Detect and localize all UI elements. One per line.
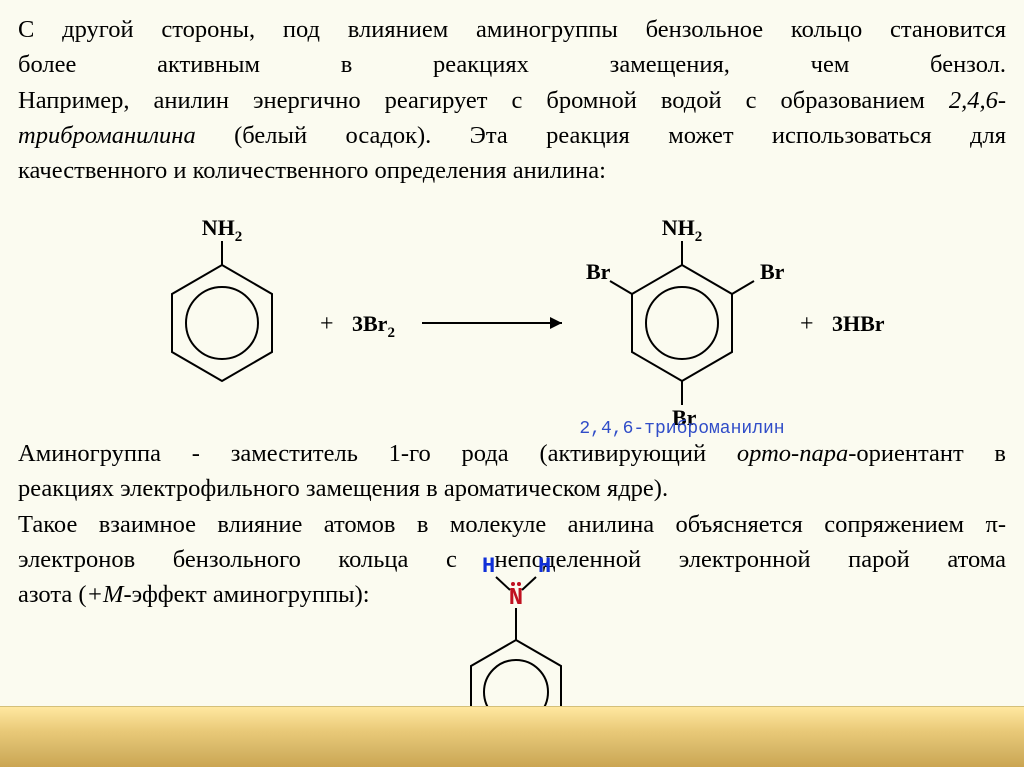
- h-left: H: [482, 554, 495, 579]
- n-atom: N: [509, 585, 523, 612]
- w3: в: [341, 51, 353, 78]
- svg-text:NH2: NH2: [202, 215, 243, 245]
- product-label: 2,4,6-триброманилин: [579, 418, 784, 439]
- para1-line5: качественного и количественного определе…: [18, 155, 1006, 186]
- w7: бензол.: [930, 51, 1006, 78]
- nh2-right: NH: [662, 215, 695, 240]
- nh2-left: NH: [202, 215, 235, 240]
- svg-text:NH2: NH2: [662, 215, 703, 245]
- plus-1: +: [320, 311, 334, 337]
- reagent: 3Br2: [352, 311, 395, 341]
- para1-line1: С другой стороны, под влиянием аминогруп…: [18, 14, 1006, 45]
- w2: активным: [157, 51, 260, 78]
- p3c-pre: азота (: [18, 581, 87, 608]
- byproduct: 3HBr: [832, 311, 885, 336]
- p3c-suf: -эффект аминогруппы):: [123, 581, 369, 608]
- p3c-ital: +М: [87, 581, 124, 608]
- sub2-left: 2: [235, 229, 243, 245]
- h-right: H: [538, 554, 551, 579]
- w1: более: [18, 51, 76, 78]
- plus-2: +: [800, 311, 814, 337]
- sub2-right: 2: [695, 229, 703, 245]
- p1c-pre: Например, анилин энергично реагирует с б…: [18, 87, 949, 114]
- p2a-ital: орто-пара: [737, 440, 848, 467]
- p1c-ital: 2,4,6-: [949, 87, 1006, 114]
- w6: чем: [811, 51, 850, 78]
- p2a-pre: Аминогруппа - заместитель 1-го рода (акт…: [18, 440, 737, 467]
- w4: реакциях: [433, 51, 529, 78]
- w5: замещения,: [610, 51, 730, 78]
- para3-line1: Такое взаимное влияние атомов в молекуле…: [18, 509, 1006, 540]
- p2a-suf: -ориентант в: [848, 440, 1006, 467]
- p1d-ital: триброманилина: [18, 122, 196, 149]
- para1-line3: Например, анилин энергично реагирует с б…: [18, 85, 1006, 116]
- para1-line2: более активным в реакциях замещения, чем…: [18, 49, 1006, 80]
- para2-line2: реакциях электрофильного замещения в аро…: [18, 473, 1006, 504]
- para2-line1: Аминогруппа - заместитель 1-го рода (акт…: [18, 438, 1006, 469]
- br-ortho-r: Br: [760, 259, 785, 284]
- reaction-diagram: NH2 + 3Br2 NH2 Br Br Br + 3HBr 2,4,6-три…: [18, 193, 1006, 438]
- page-footer: [0, 706, 1024, 767]
- para1-line4: триброманилина (белый осадок). Эта реакц…: [18, 120, 1006, 151]
- br-ortho-l: Br: [586, 259, 611, 284]
- p1d-rest: (белый осадок). Эта реакция может исполь…: [196, 122, 1006, 149]
